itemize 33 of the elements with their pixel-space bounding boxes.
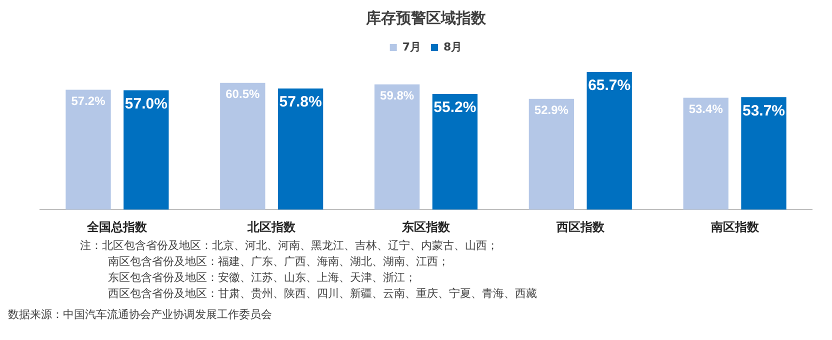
text: 注：北区包含省份及地区：北京、河北、河南、黑龙江、吉林、辽宁、内蒙古、山西； <box>79 238 499 254</box>
bar <box>683 98 728 210</box>
bar <box>432 94 478 210</box>
bar <box>586 72 632 210</box>
bar <box>124 90 169 210</box>
bar <box>374 84 420 210</box>
data-label: 52.9% <box>534 103 569 118</box>
x-tick-label: 北区指数 <box>246 220 297 234</box>
data-label: 57.0% <box>124 95 168 112</box>
data-label: 57.8% <box>279 94 322 111</box>
data-label: 65.7% <box>588 77 631 94</box>
bar <box>220 82 266 210</box>
x-tick-label: 南区指数 <box>710 220 760 234</box>
data-label: 57.2% <box>71 94 106 108</box>
bar <box>741 97 786 210</box>
data-label: 53.7% <box>742 102 786 120</box>
data-label: 55.2% <box>434 99 476 116</box>
data-label: 59.8% <box>380 88 414 103</box>
source-note: 数据来源：中国汽车流通协会产业协调发展工作委员会 <box>7 307 273 323</box>
x-tick-label: 全国总指数 <box>86 220 148 234</box>
data-label: 60.5% <box>226 87 260 102</box>
data-label: 53.4% <box>688 102 724 116</box>
legend-label: 8月 <box>444 40 462 54</box>
chart-title: 库存预警区域指数 <box>365 8 487 27</box>
bar <box>528 98 574 210</box>
text: 南区包含省份及地区：福建、广东、广西、海南、湖北、湖南、江西； <box>107 254 450 270</box>
bar <box>278 88 324 210</box>
x-tick-label: 东区指数 <box>401 220 451 234</box>
text: 东区包含省份及地区：安徽、江苏、山东、上海、天津、浙江； <box>107 270 417 286</box>
legend-label: 7月 <box>402 40 421 54</box>
x-tick-label: 西区指数 <box>555 220 606 234</box>
text: 西区包含省份及地区：甘肃、贵州、陕西、四川、新疆、云南、重庆、宁夏、青海、西藏 <box>107 286 538 302</box>
bar <box>66 90 111 210</box>
